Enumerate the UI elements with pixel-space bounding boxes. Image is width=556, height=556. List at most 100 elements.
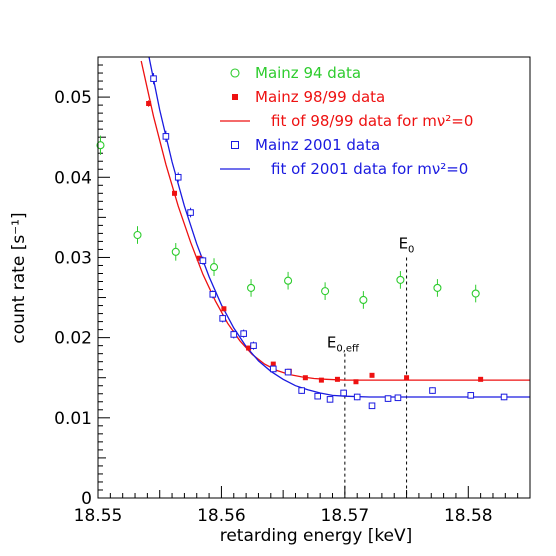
marker-open-square	[353, 393, 361, 401]
data-point	[368, 402, 376, 410]
marker-circle	[171, 247, 180, 256]
data-point	[478, 376, 484, 382]
marker-open-square	[394, 394, 402, 402]
data-point	[284, 271, 293, 290]
marker-open-square	[429, 387, 436, 394]
y-tick-label: 0.03	[54, 248, 92, 268]
marker-open-square	[240, 330, 247, 337]
data-point	[404, 375, 410, 381]
marker-filled-square	[221, 306, 227, 312]
data-point	[246, 345, 252, 351]
data-point	[394, 394, 402, 402]
data-point	[396, 271, 405, 289]
data-points	[96, 73, 508, 410]
data-point	[318, 377, 324, 383]
marker-filled-square	[353, 379, 359, 385]
marker-open-square	[500, 393, 508, 401]
x-tick-label: 18.57	[321, 506, 370, 526]
legend-entry: fit of 98/99 data for mν²=0	[220, 112, 473, 130]
marker-open-square	[284, 368, 292, 376]
marker-filled-square	[302, 375, 308, 381]
data-point	[353, 393, 361, 401]
y-tick-label: 0	[81, 489, 92, 509]
marker-open-square	[298, 387, 305, 394]
x-tick-label: 18.56	[197, 506, 246, 526]
fit-curve-2	[140, 60, 530, 381]
marker-filled-square	[246, 345, 252, 351]
data-point	[133, 226, 142, 244]
marker-filled-square	[172, 190, 178, 196]
x-tick-label: 18.55	[74, 506, 123, 526]
marker-circle	[433, 283, 442, 292]
data-point	[230, 330, 238, 339]
marker-circle	[284, 276, 293, 285]
data-point	[500, 393, 508, 401]
marker-open-square	[219, 315, 226, 322]
marker-open-square	[230, 331, 238, 338]
y-axis-label: count rate [s⁻¹]	[9, 212, 29, 343]
marker-open-square	[314, 392, 322, 400]
marker-circle	[321, 287, 330, 296]
data-point	[172, 190, 178, 196]
legend-label: fit of 98/99 data for mν²=0	[271, 112, 473, 130]
x-axis-label: retarding energy [keV]	[220, 526, 413, 546]
data-point	[146, 100, 152, 107]
marker-circle	[247, 283, 256, 292]
y-tick-label: 0.05	[54, 88, 92, 108]
data-point	[284, 368, 292, 376]
data-point	[162, 130, 170, 142]
data-point	[321, 282, 330, 300]
data-point	[219, 314, 226, 323]
legend-entry: fit of 2001 data for mν²=0	[220, 160, 468, 178]
data-point	[314, 392, 322, 400]
data-point	[302, 375, 308, 381]
marker-filled-square	[146, 101, 152, 107]
marker-open-square	[162, 133, 170, 140]
marker-circle	[471, 289, 480, 298]
data-point	[298, 387, 305, 394]
data-point	[240, 329, 247, 338]
x-tick-label: 18.58	[444, 506, 493, 526]
axis-tick-labels: 18.55 18.56 18.57 18.58 0 0.01 0.02 0.03 0.04 0.0…	[54, 88, 492, 526]
legend-entry: Mainz 94 data	[230, 64, 361, 82]
marker-filled-square	[334, 376, 340, 382]
data-point	[326, 396, 334, 403]
legend-label: Mainz 98/99 data	[255, 88, 385, 106]
marker-open-square	[340, 389, 347, 397]
legend-label: fit of 2001 data for mν²=0	[271, 160, 468, 178]
plot-frame	[97, 56, 531, 499]
data-point	[270, 361, 276, 367]
legend-swatch-circle	[230, 68, 240, 78]
marker-open-square	[150, 75, 157, 82]
marker-circle	[96, 141, 105, 150]
marker-open-square	[368, 402, 376, 410]
marker-filled-square	[196, 255, 202, 261]
y-tick-label: 0.01	[54, 409, 92, 429]
endpoint-lines	[344, 257, 408, 498]
marker-circle	[209, 263, 219, 272]
y-tick-label: 0.02	[54, 329, 92, 349]
annotation-e0: E0	[399, 234, 415, 255]
marker-open-square	[250, 342, 257, 349]
legend-swatch-filled-square	[232, 94, 238, 100]
marker-filled-square	[270, 361, 276, 367]
marker-circle	[396, 275, 405, 284]
data-point	[196, 255, 202, 261]
y-tick-label: 0.04	[54, 168, 92, 188]
data-point	[96, 135, 105, 155]
data-point	[269, 365, 277, 373]
data-point	[471, 284, 480, 303]
marker-open-square	[187, 209, 194, 216]
data-point	[221, 306, 227, 312]
data-point	[340, 389, 347, 397]
data-point	[174, 172, 182, 183]
marker-open-square	[326, 396, 334, 403]
legend-entry: Mainz 98/99 data	[232, 88, 385, 106]
marker-open-square	[174, 173, 182, 181]
marker-open-square	[269, 365, 277, 373]
data-point	[187, 207, 194, 218]
data-point	[150, 73, 157, 85]
data-point	[359, 291, 368, 309]
data-point	[429, 387, 436, 394]
